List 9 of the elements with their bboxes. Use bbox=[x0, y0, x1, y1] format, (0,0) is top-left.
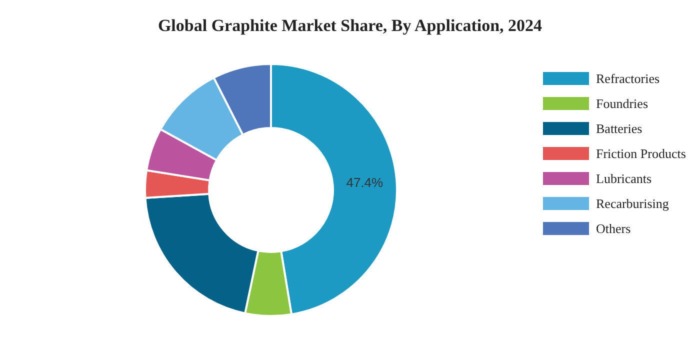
chart-title: Global Graphite Market Share, By Application, 2024 bbox=[156, 16, 544, 36]
legend-label: Others bbox=[596, 220, 631, 236]
legend-label: Foundries bbox=[596, 96, 648, 112]
data-label: 47.4% bbox=[346, 174, 384, 190]
legend-label: Lubricants bbox=[596, 170, 652, 186]
legend-label: Batteries bbox=[596, 120, 642, 136]
legend-label: Recarburising bbox=[596, 196, 669, 212]
legend-label: Refractories bbox=[596, 70, 660, 86]
legend-label: Friction Products bbox=[596, 146, 686, 162]
